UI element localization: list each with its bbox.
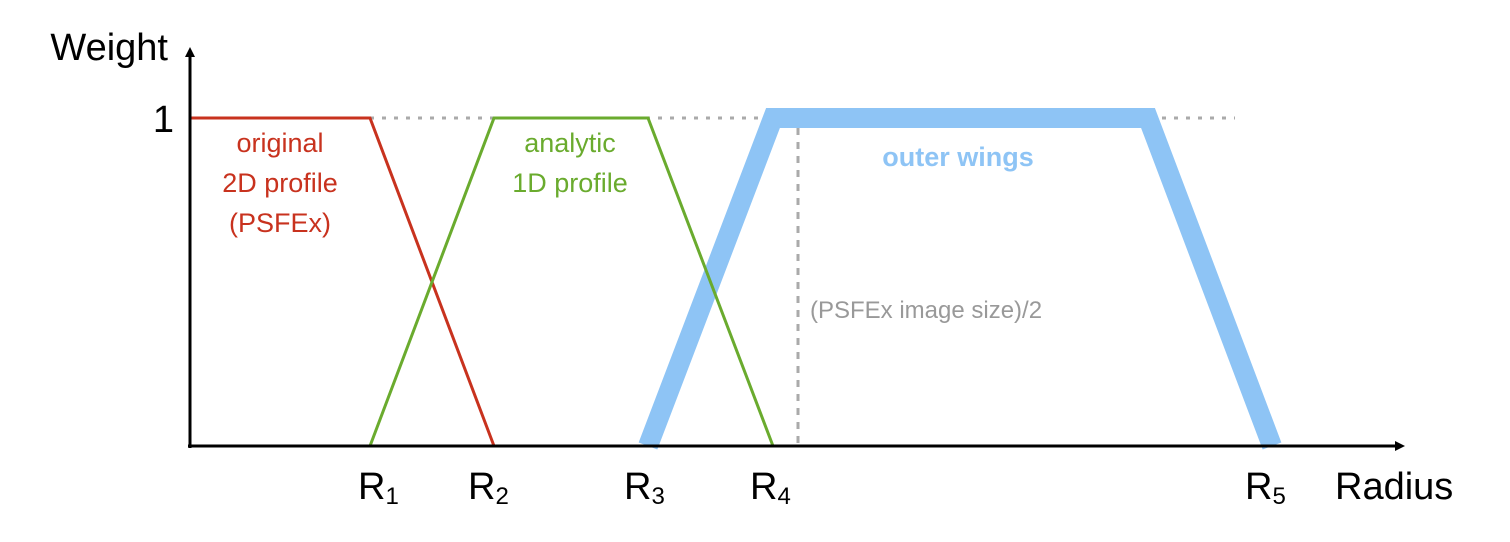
y-tick-label-1: 1 (153, 99, 174, 141)
psfex-half-size-annotation: (PSFEx image size)/2 (810, 297, 1042, 324)
svg-text:(PSFEx): (PSFEx) (229, 208, 331, 238)
x-tick-r1: R1 (358, 466, 399, 510)
svg-text:analytic: analytic (524, 128, 616, 158)
x-axis-label: Radius (1335, 466, 1453, 508)
outer-wings-label: outer wings (882, 142, 1034, 172)
original-profile-label: original 2D profile (PSFEx) (222, 128, 338, 238)
svg-text:original: original (236, 128, 323, 158)
y-axis-label: Weight (50, 27, 168, 69)
x-tick-r4: R4 (750, 466, 791, 510)
x-tick-r2: R2 (468, 466, 509, 510)
x-tick-r5: R5 (1245, 466, 1286, 510)
analytic-profile-label: analytic 1D profile (512, 128, 628, 198)
svg-text:2D profile: 2D profile (222, 168, 338, 198)
svg-text:1D profile: 1D profile (512, 168, 628, 198)
x-tick-r3: R3 (624, 466, 665, 510)
original-profile-curve (190, 116, 496, 447)
analytic-profile-curve (368, 116, 775, 447)
